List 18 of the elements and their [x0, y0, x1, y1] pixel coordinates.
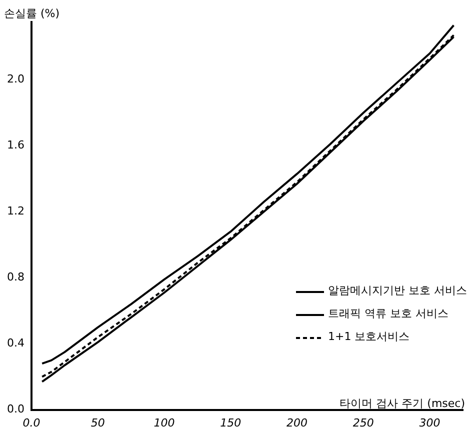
x-tick-label: 100 — [154, 416, 175, 430]
y-axis-title: 손실률 (%) — [4, 6, 60, 21]
x-axis-title: 타이머 검사 주기 (msec) — [340, 396, 465, 411]
x-tick-label: 250 — [352, 416, 374, 430]
legend-label: 트래픽 역류 보호 서비스 — [328, 306, 448, 322]
y-tick-label: 1.6 — [6, 138, 24, 152]
x-tick-label: 200 — [286, 416, 308, 430]
x-tick-label: 50 — [90, 416, 105, 430]
legend-label: 1+1 보호서비스 — [328, 329, 410, 345]
y-tick-label: 0.4 — [6, 336, 24, 350]
y-tick-label: 0.8 — [6, 270, 24, 284]
legend-label: 알람메시지기반 보호 서비스 — [328, 283, 467, 299]
y-tick-label: 2.0 — [6, 72, 24, 86]
x-tick-label: 0.0 — [22, 416, 40, 430]
x-tick-label: 150 — [220, 416, 242, 430]
y-tick-label: 1.2 — [6, 204, 24, 218]
x-tick-label: 300 — [419, 416, 440, 430]
y-tick-label: 0.0 — [6, 402, 24, 416]
